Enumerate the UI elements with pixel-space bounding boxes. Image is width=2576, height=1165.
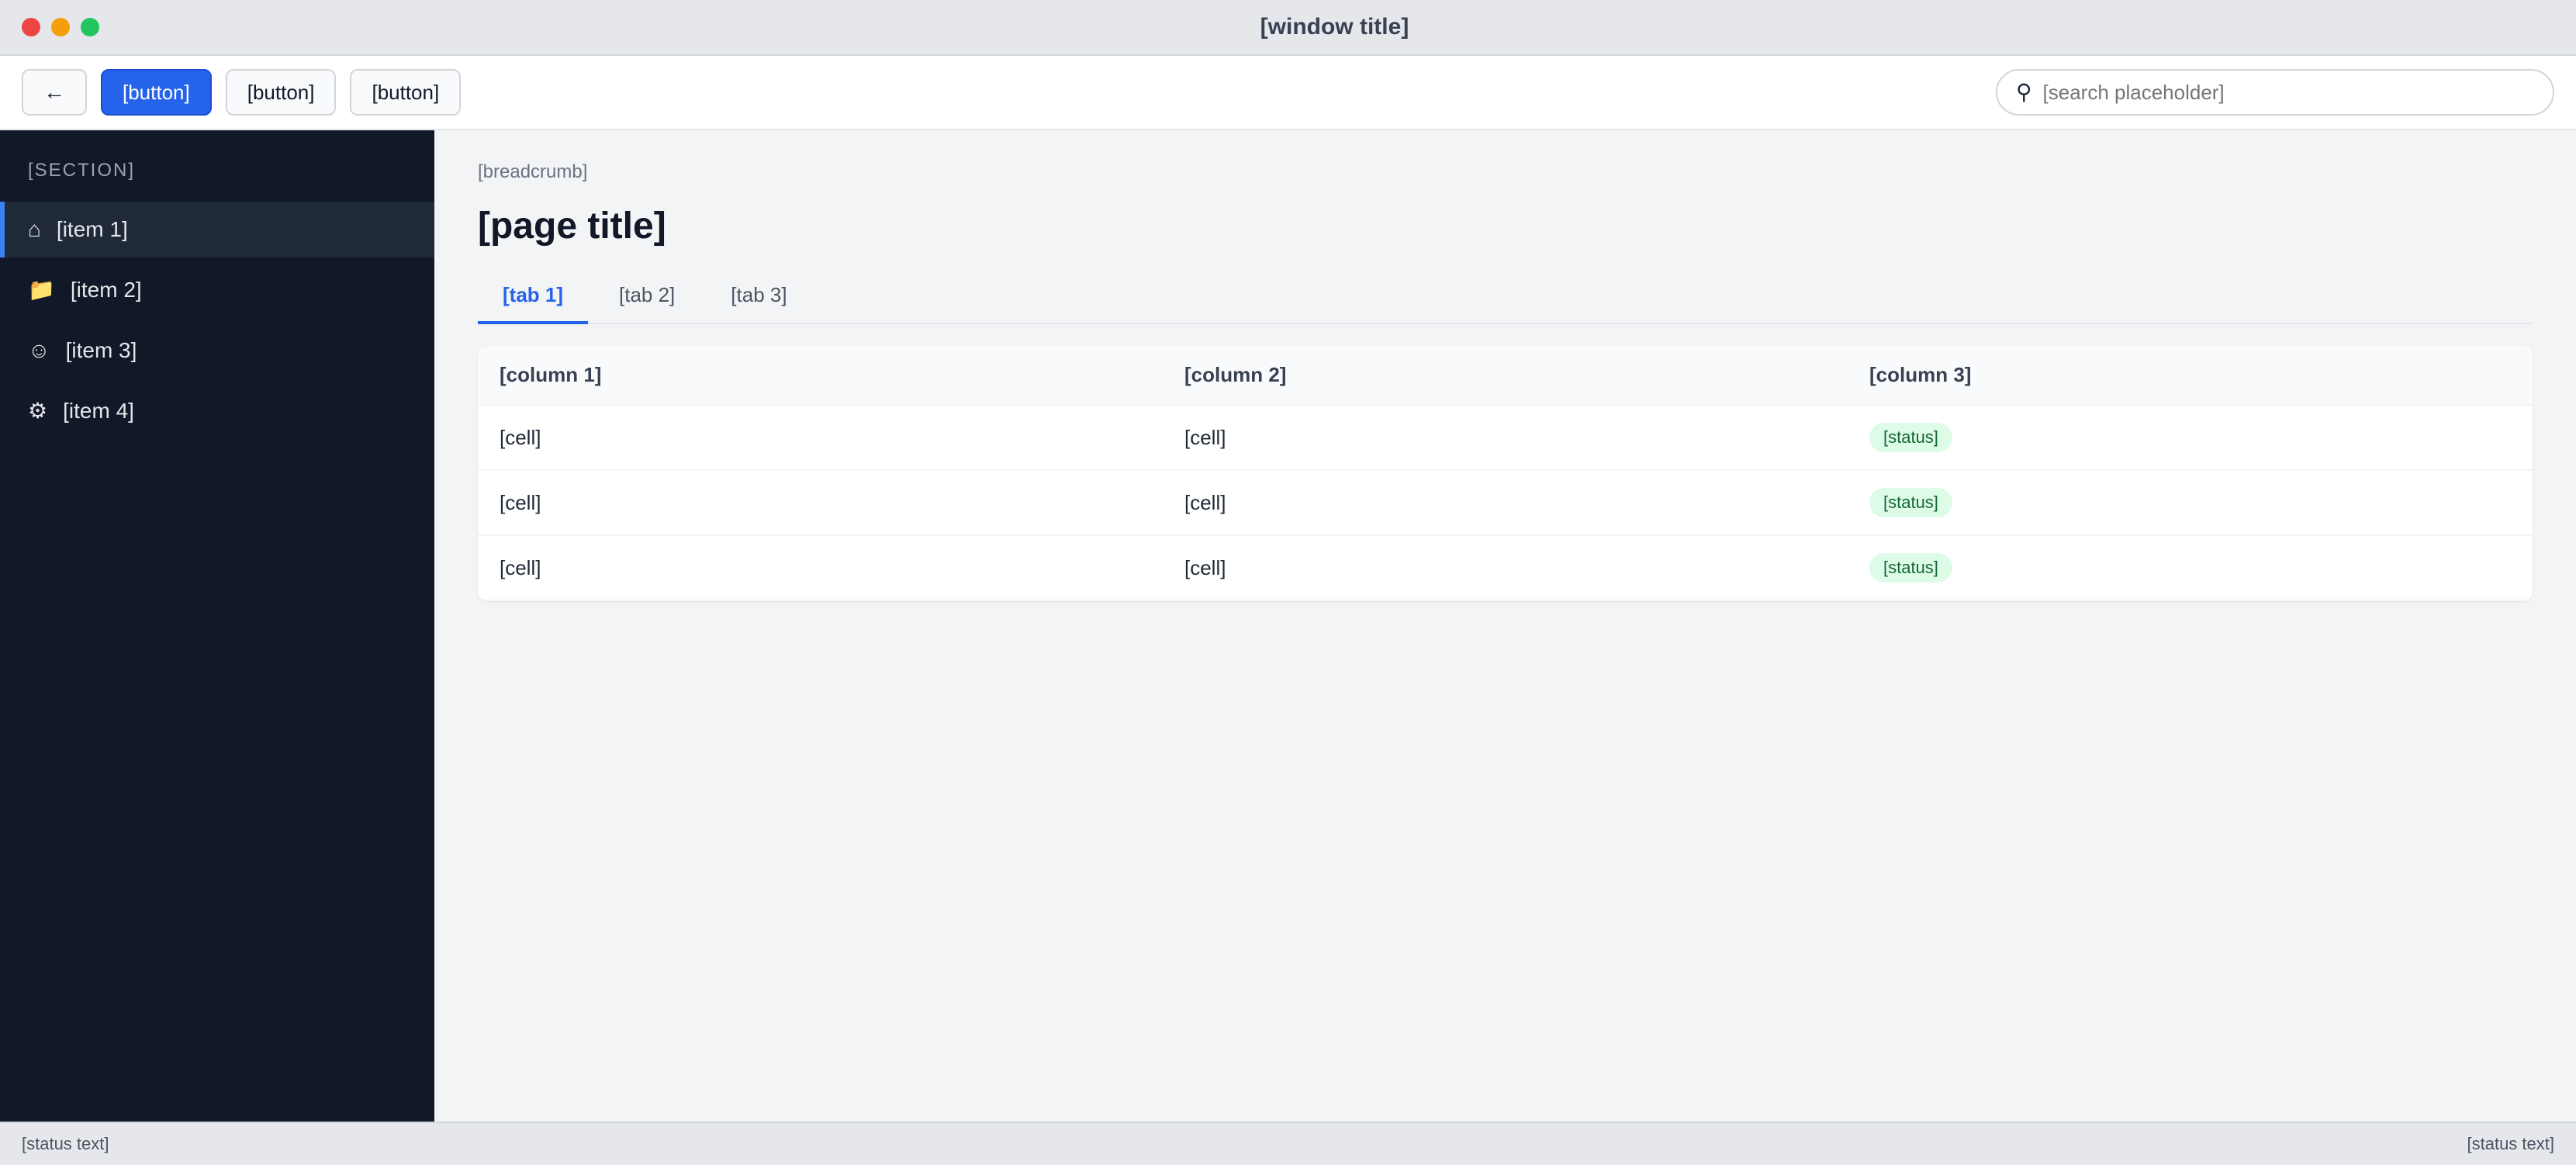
table-cell: [status] (1848, 405, 2533, 471)
sidebar-item-label: [item 1] (56, 217, 128, 241)
tab-1[interactable]: [tab 1] (478, 269, 588, 324)
sidebar-item-label: [item 3] (65, 338, 137, 362)
table-row[interactable]: [cell] [cell] [status] (478, 535, 2533, 601)
title-bar: [window title] (0, 0, 2576, 56)
window-controls (22, 18, 99, 36)
status-badge: [status] (1869, 553, 1952, 582)
status-left: [status text] (22, 1134, 109, 1153)
table-row[interactable]: [cell] [cell] [status] (478, 470, 2533, 536)
main-area: [section] ⌂ [item 1] 📁 [item 2] ☺ [item … (0, 130, 2576, 1122)
tab-bar: [tab 1] [tab 2] [tab 3] (478, 269, 2533, 324)
status-bar: [status text] [status text] (0, 1122, 2576, 1165)
column-header[interactable]: [column 1] (478, 346, 1163, 406)
user-icon: ☺ (28, 338, 50, 362)
column-header[interactable]: [column 2] (1163, 346, 1848, 406)
toolbar: ← [button] [button] [button] ⚲ (0, 56, 2576, 130)
table-header-row: [column 1] [column 2] [column 3] (478, 346, 2533, 406)
open-button[interactable]: [button] (225, 69, 337, 116)
table-cell: [cell] (1163, 535, 1848, 601)
table-cell: [cell] (1163, 470, 1848, 536)
sidebar-item-4[interactable]: ⚙ [item 4] (0, 383, 434, 439)
status-right: [status text] (2467, 1134, 2555, 1153)
status-badge: [status] (1869, 423, 1952, 452)
folder-icon: 📁 (28, 278, 55, 302)
tab-2[interactable]: [tab 2] (619, 283, 676, 306)
table-cell: [status] (1848, 470, 2533, 536)
tab-3[interactable]: [tab 3] (731, 283, 787, 306)
status-badge: [status] (1869, 488, 1952, 517)
sidebar: [section] ⌂ [item 1] 📁 [item 2] ☺ [item … (0, 130, 434, 1122)
table-row[interactable]: [cell] [cell] [status] (478, 405, 2533, 471)
search-box: ⚲ (1996, 69, 2554, 116)
sidebar-item-label: [item 2] (70, 278, 142, 302)
table-cell: [cell] (478, 470, 1163, 536)
search-icon: ⚲ (2016, 80, 2032, 104)
sidebar-item-1[interactable]: ⌂ [item 1] (0, 202, 434, 258)
table-cell: [cell] (478, 405, 1163, 471)
arrow-left-icon: ← (43, 80, 65, 104)
sidebar-item-3[interactable]: ☺ [item 3] (0, 323, 434, 379)
sidebar-item-2[interactable]: 📁 [item 2] (0, 262, 434, 318)
sidebar-item-label: [item 4] (63, 399, 134, 423)
maximize-window-button[interactable] (81, 18, 99, 36)
page-title: [page title] (478, 206, 666, 247)
back-button[interactable]: ← (22, 69, 87, 116)
data-table: [column 1] [column 2] [column 3] [cell] … (478, 346, 2533, 601)
breadcrumb[interactable]: [breadcrumb] (478, 161, 588, 182)
gear-icon: ⚙ (28, 399, 48, 423)
home-icon: ⌂ (28, 217, 41, 241)
minimize-window-button[interactable] (51, 18, 70, 36)
sidebar-header: [section] (28, 160, 136, 181)
save-button[interactable]: [button] (350, 69, 462, 116)
content-panel: [breadcrumb] [page title] [tab 1] [tab 2… (434, 130, 2576, 1122)
table-cell: [status] (1848, 535, 2533, 601)
close-window-button[interactable] (22, 18, 40, 36)
search-input[interactable] (2042, 80, 2534, 105)
table-cell: [cell] (478, 535, 1163, 601)
window-title: [window title] (1260, 14, 1409, 40)
column-header[interactable]: [column 3] (1848, 346, 2533, 406)
new-button[interactable]: [button] (101, 69, 212, 116)
table-cell: [cell] (1163, 405, 1848, 471)
